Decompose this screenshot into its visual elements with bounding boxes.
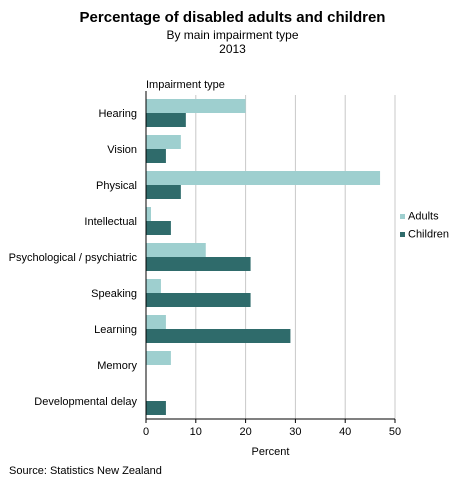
category-label: Intellectual xyxy=(84,216,137,228)
legend-label-children: Children xyxy=(408,229,449,241)
bar-adults xyxy=(146,99,246,113)
x-tick-label: 20 xyxy=(239,426,251,438)
category-label: Psychological / psychiatric xyxy=(9,252,138,264)
category-label: Physical xyxy=(96,180,137,192)
bar-adults xyxy=(146,243,206,257)
x-tick-label: 10 xyxy=(190,426,202,438)
bar-adults xyxy=(146,279,161,293)
chart-title: Percentage of disabled adults and childr… xyxy=(79,9,386,26)
x-tick-label: 40 xyxy=(339,426,351,438)
category-label: Developmental delay xyxy=(34,396,137,408)
category-axis-title: Impairment type xyxy=(146,79,225,91)
bar-adults xyxy=(146,315,166,329)
legend-label-adults: Adults xyxy=(408,211,439,223)
x-axis-title: Percent xyxy=(252,446,290,458)
bar-children xyxy=(146,113,186,127)
bar-children xyxy=(146,293,251,307)
legend-swatch-children xyxy=(400,232,405,237)
source-note: Source: Statistics New Zealand xyxy=(9,465,162,477)
bar-children xyxy=(146,257,251,271)
category-label: Vision xyxy=(107,144,137,156)
category-label: Learning xyxy=(94,324,137,336)
category-label: Speaking xyxy=(91,288,137,300)
bar-children xyxy=(146,329,291,343)
category-label: Hearing xyxy=(98,108,137,120)
bar-adults xyxy=(146,351,171,365)
bar-children xyxy=(146,149,166,163)
bar-adults xyxy=(146,207,151,221)
category-label: Memory xyxy=(97,360,137,372)
x-tick-label: 0 xyxy=(143,426,149,438)
bar-children xyxy=(146,221,171,235)
bar-children xyxy=(146,401,166,415)
chart-subtitle: By main impairment type xyxy=(166,28,299,42)
bar-children xyxy=(146,185,181,199)
x-tick-label: 30 xyxy=(289,426,301,438)
x-tick-label: 50 xyxy=(389,426,401,438)
chart-year: 2013 xyxy=(219,42,246,56)
bar-adults xyxy=(146,135,181,149)
legend-swatch-adults xyxy=(400,214,405,219)
bar-adults xyxy=(146,171,381,185)
